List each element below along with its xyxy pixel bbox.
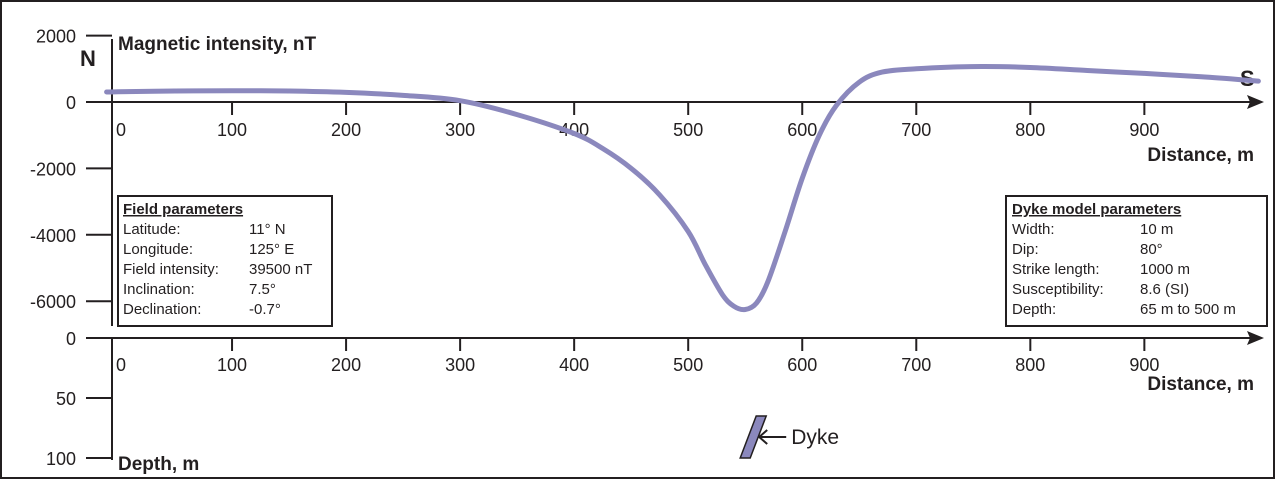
x-tick-label: 0: [116, 355, 126, 375]
x-tick-label: 800: [1015, 355, 1045, 375]
x-tick-label: 0: [116, 120, 126, 140]
x-tick-label: 300: [445, 120, 475, 140]
dyke-param-value: 10 m: [1140, 221, 1173, 238]
y-tick-label: 0: [66, 93, 76, 113]
x-tick-label: 600: [787, 355, 817, 375]
field-param-value: -0.7°: [249, 301, 281, 318]
field-param-label: Field intensity:: [123, 261, 219, 278]
y-tick-label: -6000: [30, 292, 76, 312]
depth-tick-label: 50: [56, 389, 76, 409]
x-axis-magnetic-arrow: [1247, 95, 1264, 109]
magnetic-anomaly-curve: [104, 63, 1261, 313]
x-tick-label: 900: [1129, 120, 1159, 140]
y-tick-label: -2000: [30, 159, 76, 179]
dyke-parameters-title: Dyke model parameters: [1012, 201, 1181, 218]
field-param-value: 11° N: [249, 221, 286, 238]
y-axis-depth-title: Depth, m: [118, 454, 199, 475]
field-param-label: Latitude:: [123, 221, 181, 238]
x-tick-label: 100: [217, 355, 247, 375]
x-axis-depth-title: Distance, m: [1147, 374, 1254, 395]
x-tick-label: 700: [901, 355, 931, 375]
x-tick-label: 700: [901, 120, 931, 140]
field-param-value: 125° E: [249, 241, 294, 258]
x-tick-label: 900: [1129, 355, 1159, 375]
dyke-param-label: Depth:: [1012, 301, 1056, 318]
field-param-label: Longitude:: [123, 241, 193, 258]
dyke-param-value: 8.6 (SI): [1140, 281, 1189, 298]
dyke-param-value: 1000 m: [1140, 261, 1190, 278]
dyke-param-value: 65 m to 500 m: [1140, 301, 1236, 318]
dyke-param-label: Strike length:: [1012, 261, 1100, 278]
x-tick-label: 800: [1015, 120, 1045, 140]
field-param-label: Inclination:: [123, 281, 195, 298]
x-tick-label: 200: [331, 120, 361, 140]
dyke-body: [739, 415, 768, 459]
dyke-param-label: Width:: [1012, 221, 1055, 238]
field-param-label: Declination:: [123, 301, 201, 318]
x-axis-magnetic-title: Distance, m: [1147, 145, 1254, 166]
depth-tick-label: 100: [46, 449, 76, 469]
dyke-param-label: Dip:: [1012, 241, 1039, 258]
field-parameters-title: Field parameters: [123, 201, 243, 218]
x-tick-label: 200: [331, 355, 361, 375]
dyke-arrow-icon: [757, 429, 787, 445]
depth-tick-label: 0: [66, 329, 76, 349]
field-parameters-box: Field parameters Latitude: 11° N Longitu…: [117, 195, 333, 327]
north-label: N: [80, 46, 96, 71]
x-tick-label: 400: [559, 355, 589, 375]
x-tick-label: 600: [787, 120, 817, 140]
y-axis-magnetic-title: Magnetic intensity, nT: [118, 34, 317, 55]
depth-section-panel: 0 50 100 0 100 200 300 400 500 600 700 800 900 Dist…: [46, 329, 1264, 475]
y-tick-label: -4000: [30, 226, 76, 246]
dyke-parameters-box: Dyke model parameters Width: 10 m Dip: 8…: [1005, 195, 1268, 327]
y-tick-label: 2000: [36, 27, 76, 47]
x-tick-label: 100: [217, 120, 247, 140]
dyke-label: Dyke: [791, 426, 839, 449]
dyke-param-label: Susceptibility:: [1012, 281, 1104, 298]
x-tick-label: 500: [673, 355, 703, 375]
field-param-value: 7.5°: [249, 281, 276, 298]
field-parameters-frame: [117, 195, 333, 327]
field-param-value: 39500 nT: [249, 261, 312, 278]
x-tick-label: 300: [445, 355, 475, 375]
dyke-param-value: 80°: [1140, 241, 1163, 258]
x-axis-depth-arrow: [1247, 331, 1264, 345]
x-tick-label: 500: [673, 120, 703, 140]
dyke-parameters-frame: [1005, 195, 1268, 327]
